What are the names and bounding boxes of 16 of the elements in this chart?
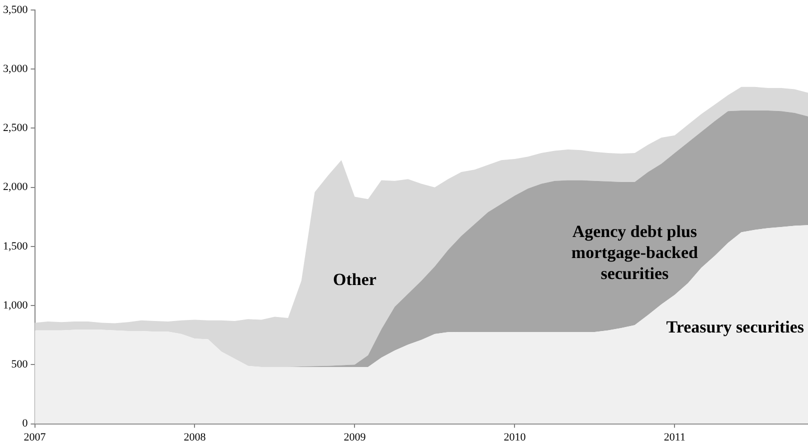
y-tick-label: 2,000 [3,181,28,194]
y-tick-label: 1,500 [3,240,28,252]
y-tick-label: 2,500 [3,122,28,134]
x-tick-label: 2010 [504,431,526,444]
series-label: Treasury securities [666,317,804,336]
y-tick-label: 500 [11,358,28,371]
x-tick-label: 2011 [664,431,686,444]
y-tick-label: 3,500 [3,4,28,16]
y-tick-label: 1,000 [3,299,28,312]
x-tick-label: 2008 [184,431,206,444]
x-tick-label: 2009 [344,431,366,444]
series-label: Other [332,270,377,290]
y-tick-label: 3,000 [3,63,28,76]
x-tick-label: 2007 [24,431,46,444]
y-tick-label: 0 [22,418,28,430]
series-label: Agency debt plus mortgage-backed securities [571,222,698,283]
